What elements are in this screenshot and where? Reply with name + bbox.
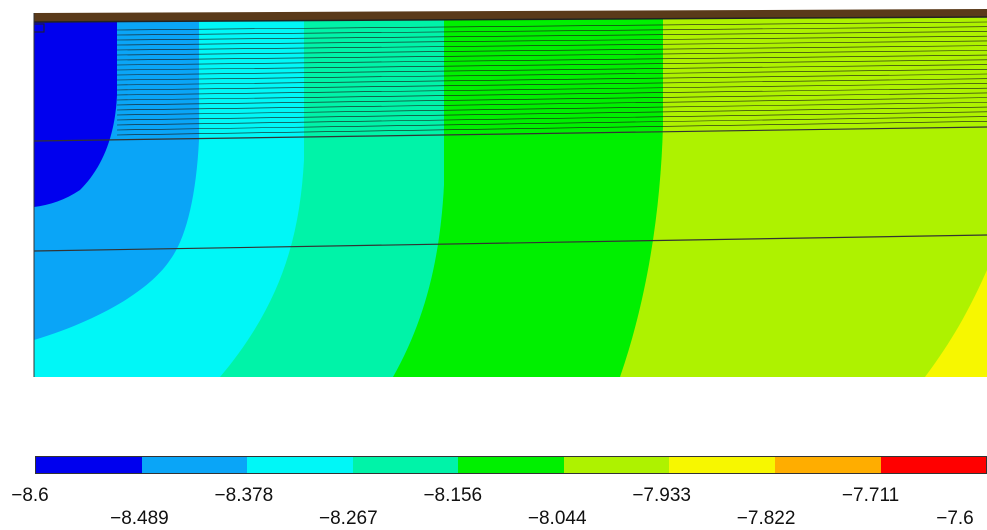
mesh-line (116, 26, 987, 36)
mesh-line (116, 106, 987, 121)
region-yellow (925, 270, 987, 377)
colorbar-tick-label: −8.267 (319, 508, 378, 529)
mesh-line (116, 59, 987, 71)
colorbar-swatch (563, 457, 670, 473)
colorbar-swatch (880, 457, 987, 473)
colorbar-tick-label: −8.6 (11, 485, 49, 506)
mesh-boundary-line (33, 126, 987, 142)
mesh-line (116, 78, 987, 91)
colorbar-tick-label: −7.933 (632, 485, 691, 506)
mesh-line (116, 73, 987, 86)
colorbar-swatch (141, 457, 248, 473)
colorbar-tick-label: −8.044 (527, 508, 587, 529)
mesh-line (116, 54, 987, 66)
mesh-line (116, 64, 987, 76)
mesh-line (116, 87, 987, 101)
colorbar-tick-label: −7.822 (736, 508, 796, 529)
mesh-line (116, 97, 987, 111)
mesh-line (116, 31, 987, 41)
mesh-line (116, 45, 987, 56)
region-dark-blue (34, 17, 117, 207)
colorbar-swatch (458, 457, 564, 473)
mesh-line (116, 116, 987, 131)
colorbar-swatch (247, 457, 353, 473)
mesh-line (116, 92, 987, 106)
mesh-line (116, 50, 987, 61)
contour-plot (33, 9, 987, 377)
mesh-line (116, 68, 987, 81)
colorbar-tick-label: −8.489 (110, 508, 169, 529)
mesh-lines (116, 21, 987, 136)
mesh-line (116, 120, 987, 136)
colorbar-tick-label: −7.711 (841, 485, 900, 506)
mesh-boundary-line (33, 234, 987, 252)
top-band (34, 9, 987, 22)
colorbar-swatch (36, 457, 142, 473)
colorbar-tick-label: −8.156 (423, 485, 483, 506)
colorbar (35, 456, 987, 474)
mesh-line (116, 111, 987, 126)
colorbar-swatch (352, 457, 459, 473)
colorbar-swatch (774, 457, 881, 473)
mesh-line (116, 35, 987, 46)
colorbar-tick-label: −7.6 (936, 508, 974, 529)
colorbar-tick-label: −8.378 (214, 485, 274, 506)
mesh-line (116, 40, 987, 51)
mesh-line (116, 21, 987, 31)
colorbar-swatch (669, 457, 775, 473)
mesh-line (116, 102, 987, 116)
mesh-line (116, 83, 987, 96)
top-edge-line (33, 16, 987, 23)
